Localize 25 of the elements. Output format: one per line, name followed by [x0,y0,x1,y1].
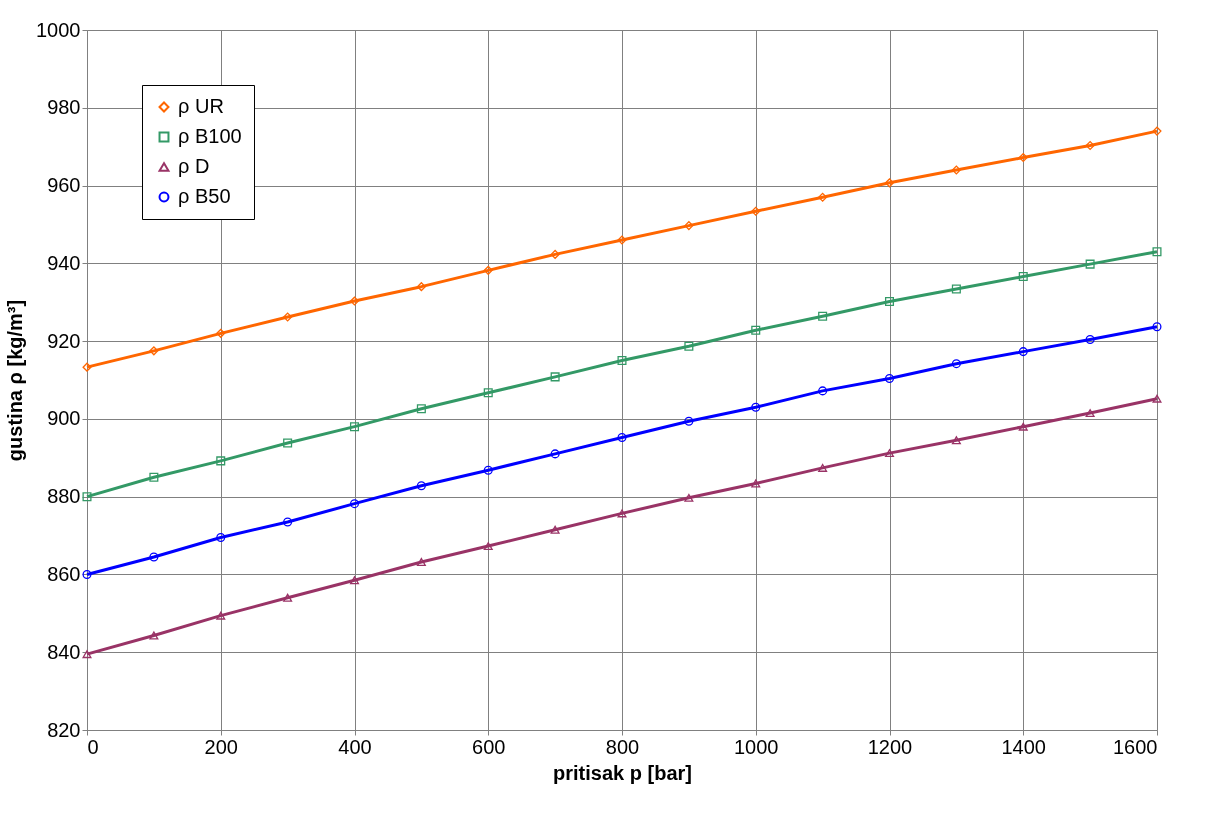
x-tick-label: 0 [87,735,99,758]
y-tick-label: 860 [47,562,81,585]
legend-label: ρ B100 [178,125,242,147]
x-tick-label: 1000 [734,735,779,758]
y-tick-label: 1000 [36,18,81,41]
legend-label: ρ B50 [178,185,231,207]
x-tick-label: 1400 [1001,735,1046,758]
x-tick-label: 1600 [1113,735,1158,758]
y-axis-title: gustina ρ [kg/m³] [4,299,27,462]
x-axis-title: pritisak p [bar] [553,761,692,784]
y-tick-label: 820 [47,718,81,741]
y-tick-label: 840 [47,640,81,663]
x-tick-label: 200 [204,735,238,758]
x-tick-label: 400 [338,735,372,758]
y-tick-label: 980 [47,96,81,119]
y-tick-label: 960 [47,174,81,197]
x-tick-label: 600 [472,735,506,758]
x-tick-label: 1200 [867,735,913,758]
x-tick-label: 800 [605,735,640,758]
legend-label: ρ UR [178,95,224,117]
y-tick-label: 900 [47,407,81,430]
y-tick-label: 920 [47,329,81,352]
y-tick-label: 940 [47,251,81,274]
legend-label: ρ D [178,155,210,177]
y-tick-label: 880 [47,485,81,508]
